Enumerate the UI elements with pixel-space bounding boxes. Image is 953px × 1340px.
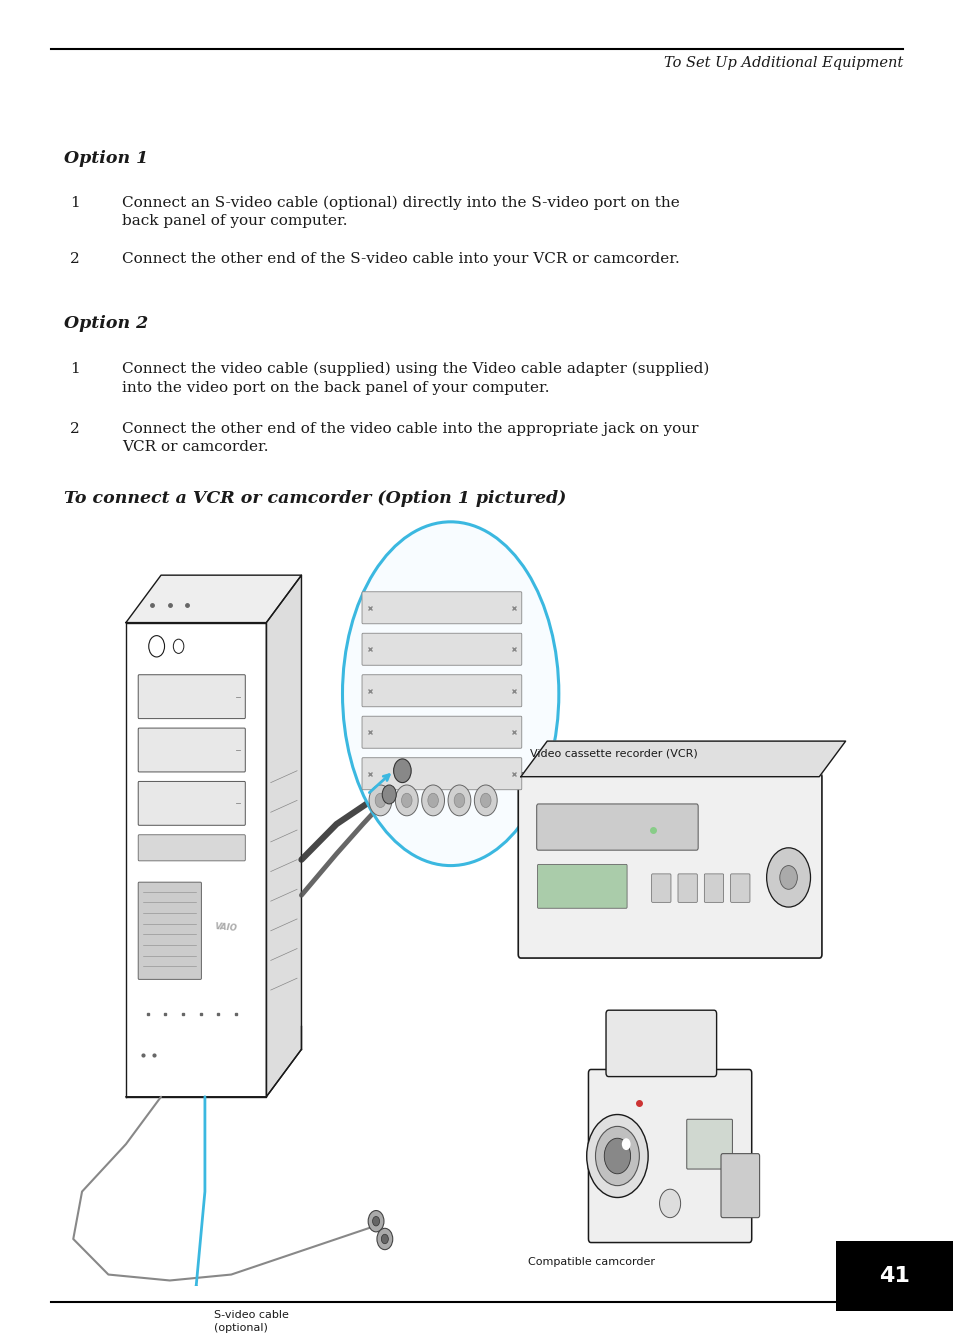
Circle shape [480, 793, 491, 808]
Circle shape [448, 785, 471, 816]
Text: Option 1: Option 1 [64, 150, 148, 168]
Circle shape [381, 1234, 388, 1244]
Text: To connect a VCR or camcorder (Option 1 pictured): To connect a VCR or camcorder (Option 1 … [64, 490, 566, 508]
FancyBboxPatch shape [138, 835, 245, 860]
Circle shape [427, 793, 438, 808]
FancyBboxPatch shape [835, 1241, 953, 1311]
Circle shape [586, 1115, 647, 1198]
Circle shape [173, 639, 184, 654]
Circle shape [394, 758, 411, 783]
Circle shape [474, 785, 497, 816]
Circle shape [149, 635, 164, 657]
FancyBboxPatch shape [517, 773, 821, 958]
Circle shape [368, 1210, 383, 1231]
Text: 1: 1 [70, 362, 79, 375]
Circle shape [401, 793, 412, 808]
Circle shape [603, 1138, 630, 1174]
FancyBboxPatch shape [361, 634, 521, 665]
Text: Connect the other end of the video cable into the appropriate jack on your
VCR o: Connect the other end of the video cable… [122, 422, 698, 454]
FancyBboxPatch shape [361, 716, 521, 748]
FancyBboxPatch shape [678, 874, 697, 902]
Text: Connect an S-video cable (optional) directly into the S-video port on the
back p: Connect an S-video cable (optional) dire… [122, 196, 679, 228]
Polygon shape [520, 741, 844, 777]
FancyBboxPatch shape [651, 874, 670, 902]
FancyBboxPatch shape [138, 675, 245, 718]
Circle shape [376, 1229, 393, 1250]
FancyBboxPatch shape [361, 757, 521, 789]
FancyBboxPatch shape [537, 864, 626, 909]
Ellipse shape [342, 521, 558, 866]
Text: 2: 2 [70, 252, 79, 265]
FancyBboxPatch shape [537, 804, 698, 850]
FancyBboxPatch shape [138, 781, 245, 825]
FancyBboxPatch shape [730, 874, 749, 902]
FancyBboxPatch shape [138, 728, 245, 772]
Polygon shape [126, 623, 266, 1096]
FancyBboxPatch shape [588, 1069, 751, 1242]
FancyBboxPatch shape [703, 874, 723, 902]
Circle shape [621, 1138, 630, 1150]
Circle shape [382, 785, 395, 804]
Circle shape [766, 848, 810, 907]
Text: 1: 1 [70, 196, 79, 209]
Circle shape [779, 866, 797, 890]
Text: To Set Up Additional Equipment: To Set Up Additional Equipment [663, 55, 902, 70]
Text: S-video cable
(optional): S-video cable (optional) [213, 1311, 288, 1332]
Circle shape [369, 785, 392, 816]
Circle shape [395, 785, 417, 816]
Circle shape [454, 793, 464, 808]
Text: Connect the video cable (supplied) using the Video cable adapter (supplied)
into: Connect the video cable (supplied) using… [122, 362, 709, 394]
Text: Connect the other end of the S-video cable into your VCR or camcorder.: Connect the other end of the S-video cab… [122, 252, 679, 265]
Circle shape [373, 1217, 379, 1226]
FancyBboxPatch shape [686, 1119, 732, 1168]
Text: VAIO: VAIO [213, 922, 236, 933]
Text: Compatible camcorder: Compatible camcorder [527, 1257, 654, 1266]
Text: Video cassette recorder (VCR): Video cassette recorder (VCR) [529, 749, 697, 758]
Polygon shape [126, 575, 301, 623]
Text: 2: 2 [70, 422, 79, 436]
Polygon shape [266, 575, 301, 1096]
FancyBboxPatch shape [720, 1154, 759, 1218]
FancyBboxPatch shape [361, 675, 521, 706]
Circle shape [659, 1189, 679, 1218]
Circle shape [421, 785, 444, 816]
Text: Option 2: Option 2 [64, 315, 148, 332]
Circle shape [375, 793, 385, 808]
Text: 41: 41 [879, 1266, 909, 1285]
FancyBboxPatch shape [138, 882, 201, 980]
FancyBboxPatch shape [361, 592, 521, 624]
FancyBboxPatch shape [605, 1010, 716, 1076]
Circle shape [595, 1127, 639, 1186]
